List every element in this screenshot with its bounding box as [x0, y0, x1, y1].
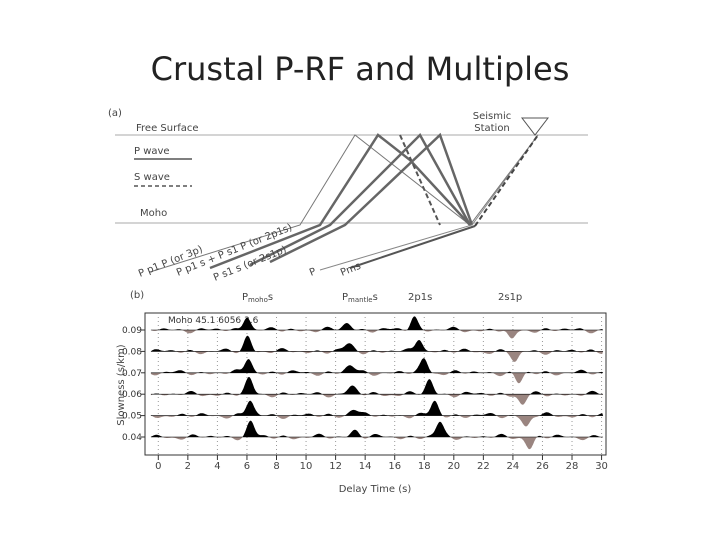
trace-positive: [150, 420, 604, 437]
s-wave-label: S wave: [134, 172, 170, 183]
phase-after: s: [373, 292, 378, 303]
x-tick-label: 16: [388, 461, 401, 472]
trace-negative: [150, 415, 604, 427]
trace-negative: [150, 351, 604, 362]
x-tick-label: 2: [185, 461, 191, 472]
x-axis-label: Delay Time (s): [339, 484, 412, 495]
y-tick-label: 0.04: [122, 433, 142, 443]
x-tick-label: 30: [595, 461, 608, 472]
x-tick-label: 14: [359, 461, 372, 472]
trace-negative: [150, 372, 604, 384]
p-wave-label: P wave: [134, 146, 170, 157]
x-tick-label: 24: [507, 461, 520, 472]
phase-after: s: [268, 292, 273, 303]
plot-frame: [144, 312, 607, 456]
ray-label: P: [308, 266, 318, 278]
panel-label: (a): [108, 108, 122, 119]
free-surface-label: Free Surface: [136, 123, 199, 134]
ray: [149, 134, 539, 273]
x-tick-label: 0: [155, 461, 161, 472]
slide-title: Crustal P-RF and Multiples: [151, 50, 570, 88]
station-label: Station: [474, 123, 510, 134]
phase-label: 2p1s: [408, 292, 432, 303]
x-tick-label: 26: [536, 461, 549, 472]
phase-label: Pmohos: [242, 292, 273, 304]
ray: [319, 134, 539, 271]
ray: [249, 132, 472, 267]
station-label: Seismic: [473, 111, 512, 122]
phase-base: 2s1p: [498, 292, 522, 303]
x-tick-label: 6: [244, 461, 250, 472]
panel-label: (b): [130, 290, 144, 301]
y-tick-label: 0.09: [122, 326, 142, 336]
phase-label: Pmantles: [342, 292, 378, 304]
x-tick-label: 28: [566, 461, 579, 472]
phase-base: 2p1s: [408, 292, 432, 303]
y-tick-label: 0.07: [122, 369, 142, 379]
phase-base: P: [242, 292, 248, 303]
y-tick-label: 0.08: [122, 347, 142, 357]
phase-label: 2s1p: [498, 292, 522, 303]
x-tick-label: 4: [214, 461, 220, 472]
y-axis-label: Slowness (s/km): [116, 344, 127, 426]
trace-negative: [150, 330, 604, 339]
x-tick-label: 8: [273, 461, 279, 472]
phase-sub: mantle: [348, 296, 373, 304]
ray: [209, 133, 471, 270]
moho-label: Moho: [140, 208, 167, 219]
x-tick-label: 22: [477, 461, 490, 472]
ray: [349, 225, 476, 269]
ray: [269, 132, 474, 264]
phase-base: P: [342, 292, 348, 303]
station-icon: [520, 117, 550, 136]
x-tick-label: 10: [300, 461, 313, 472]
x-tick-label: 12: [329, 461, 342, 472]
ray: [474, 134, 539, 227]
x-tick-label: 18: [418, 461, 431, 472]
x-tick-label: 20: [447, 461, 460, 472]
panel-b: (b) Moho 45.1 6056 3.6 Slowness (s/km) D…: [116, 290, 608, 495]
y-tick-label: 0.05: [122, 412, 142, 422]
phase-sub: moho: [248, 296, 268, 304]
trace-label: Moho 45.1 6056 3.6: [168, 316, 259, 326]
y-tick-label: 0.06: [122, 390, 142, 400]
